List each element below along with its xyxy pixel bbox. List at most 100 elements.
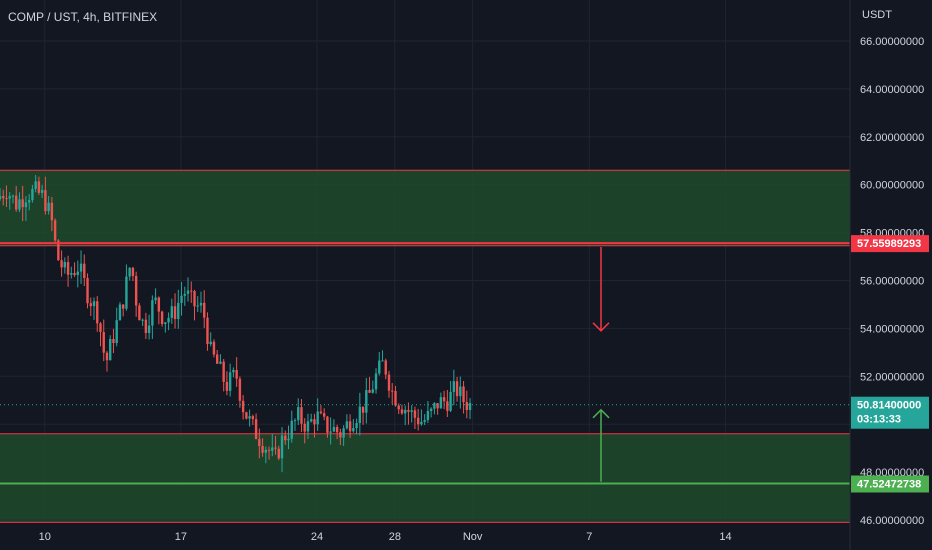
x-tick-label: 17 (175, 531, 187, 543)
candle-body (339, 432, 342, 438)
candle-body (297, 407, 300, 421)
candle-body (228, 372, 232, 391)
candle-body (154, 297, 157, 301)
candle-body (102, 332, 105, 353)
candle-body (313, 419, 316, 425)
candle-body (8, 196, 11, 199)
candle-body (151, 300, 154, 326)
candle-body (248, 416, 251, 419)
candle-body (89, 303, 92, 307)
x-tick-label: Nov (463, 531, 483, 543)
candle-body (203, 302, 206, 318)
candle-body (420, 421, 423, 425)
candle-body (18, 199, 21, 210)
candle-body (157, 297, 161, 312)
candle-body (439, 397, 443, 409)
candle-body (66, 262, 70, 275)
candle-body (436, 403, 439, 409)
candle-body (442, 397, 446, 402)
candle-body (316, 411, 319, 425)
candle-body (31, 188, 34, 201)
candle-body (118, 304, 122, 321)
candle-body (222, 361, 225, 382)
x-tick-label: 14 (719, 531, 731, 543)
candle-body (92, 301, 96, 307)
candle-body (86, 278, 89, 304)
candle-body (300, 407, 303, 424)
candle-body (2, 196, 5, 199)
candle-body (177, 302, 180, 320)
candle-body (381, 360, 384, 362)
candle-body (109, 339, 112, 361)
candle-body (365, 390, 368, 413)
support-level-tag-text: 47.52472738 (857, 479, 921, 491)
candle-body (40, 189, 44, 193)
candle-body (219, 361, 222, 364)
candle-body (261, 446, 264, 453)
zones (0, 169, 850, 523)
candle-body (384, 360, 387, 375)
candle-body (125, 276, 128, 309)
candle-body (258, 438, 261, 447)
candle-body (180, 295, 183, 303)
candle-body (57, 240, 60, 261)
y-tick-label: 52.00000000 (860, 371, 924, 383)
y-tick-label: 54.00000000 (860, 323, 924, 335)
candle-body (141, 319, 144, 321)
candle-body (355, 423, 358, 429)
candle-body (245, 412, 248, 419)
last-price-tag-text: 03:13:33 (857, 414, 901, 426)
candle-body (209, 341, 212, 345)
resistance-level-tag (851, 235, 929, 253)
candle-body (455, 381, 459, 397)
y-tick-label: 46.00000000 (860, 515, 924, 527)
candle-body (232, 369, 235, 373)
candle-body (404, 409, 407, 414)
resistance-zone (0, 170, 850, 246)
candle-body (413, 410, 417, 418)
candle-body (326, 416, 329, 433)
candle-body (397, 405, 400, 410)
candle-body (264, 449, 268, 453)
candle-body (131, 267, 135, 276)
candle-body (193, 291, 196, 307)
candle-body (105, 352, 109, 361)
x-tick-label: 7 (586, 531, 592, 543)
y-tick-label: 60.00000000 (860, 180, 924, 192)
candle-body (183, 293, 186, 296)
candle-body (21, 199, 24, 208)
candle-body (60, 260, 63, 268)
candle-body (459, 386, 462, 397)
candle-body (319, 411, 323, 414)
y-tick-label: 66.00000000 (860, 36, 924, 48)
candle-body (332, 426, 336, 432)
candle-body (11, 195, 15, 197)
candle-body (63, 262, 67, 268)
candle-body (112, 339, 115, 344)
candle-body (462, 386, 465, 403)
candle-body (410, 410, 413, 412)
candle-body (212, 341, 216, 355)
candle-body (407, 409, 410, 412)
candle-body (423, 420, 426, 422)
candle-body (215, 354, 219, 364)
candle-body (34, 181, 37, 189)
candle-body (83, 263, 86, 279)
candle-body (251, 416, 255, 420)
last-price-tag-text: 50.81400000 (857, 400, 921, 412)
candle-body (5, 198, 8, 200)
candle-body (206, 317, 209, 345)
candle-body (342, 428, 345, 438)
support-level-tag (851, 475, 929, 493)
candle-body (138, 305, 141, 321)
chart-title: COMP / UST, 4h, BITFINEX (8, 10, 157, 24)
candle-body (99, 323, 102, 333)
candle-body (394, 390, 397, 406)
candle-body (271, 447, 274, 451)
arrows (592, 246, 610, 482)
candle-body (199, 302, 203, 306)
candle-body (44, 189, 47, 212)
price-lines (0, 242, 850, 485)
candle-body (238, 378, 242, 401)
